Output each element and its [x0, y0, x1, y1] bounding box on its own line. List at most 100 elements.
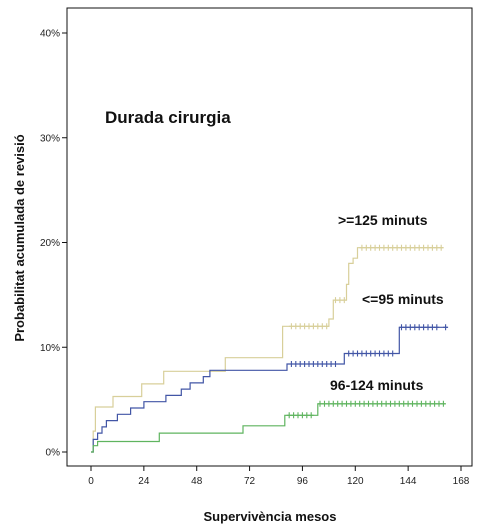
censor-mark: [299, 412, 305, 419]
censor-mark: [319, 323, 325, 330]
censor-mark: [302, 361, 308, 367]
annotation-96-124: 96-124 minuts: [330, 377, 424, 393]
y-tick-label: 20%: [40, 238, 60, 249]
censor-mark: [306, 323, 312, 330]
censor-mark: [443, 324, 449, 331]
censor-mark: [359, 244, 365, 251]
censor-mark: [297, 361, 303, 367]
censor-mark: [407, 324, 413, 331]
censor-mark: [324, 361, 330, 367]
x-tick-label: 168: [453, 476, 470, 487]
censor-mark: [366, 400, 371, 407]
x-tick-label: 0: [88, 476, 94, 487]
censor-mark: [310, 361, 316, 367]
censor-mark: [304, 412, 310, 419]
censor-mark: [399, 244, 404, 251]
censor-mark: [310, 323, 316, 330]
censor-mark: [315, 323, 321, 330]
annotation-le95: <=95 minuts: [362, 291, 444, 307]
censor-mark: [412, 324, 418, 331]
censor-mark: [291, 412, 297, 419]
y-tick-label: 10%: [40, 343, 60, 354]
censor-mark: [350, 350, 356, 357]
censor-mark: [355, 350, 360, 357]
censor-mark: [392, 400, 398, 407]
legend-title: Durada cirurgia: [105, 108, 231, 127]
censor-mark: [418, 400, 424, 407]
censor-mark: [385, 244, 391, 251]
censor-mark: [394, 244, 400, 251]
censor-mark: [410, 400, 415, 407]
y-tick-label: 0%: [46, 448, 61, 459]
censor-mark: [335, 400, 341, 407]
censor-mark: [370, 400, 376, 407]
censor-mark: [374, 400, 380, 407]
censor-mark: [390, 350, 396, 357]
censor-mark: [352, 400, 358, 407]
series-line: [91, 403, 446, 453]
censor-mark: [381, 350, 387, 357]
censor-mark: [293, 361, 299, 367]
censor-mark: [421, 324, 427, 331]
censor-mark: [405, 400, 411, 407]
censor-mark: [399, 324, 404, 331]
y-axis-title: Probabilitat acumulada de revisió: [12, 134, 27, 341]
censor-mark: [416, 244, 422, 251]
censor-mark: [348, 400, 354, 407]
censor-mark: [407, 244, 413, 251]
censor-mark: [432, 400, 438, 407]
censor-mark: [385, 350, 391, 357]
x-tick-label: 120: [347, 476, 364, 487]
censor-mark: [388, 400, 393, 407]
censor-mark: [379, 400, 385, 407]
x-tick-label: 24: [138, 476, 150, 487]
censor-mark: [315, 361, 321, 367]
censor-mark: [297, 323, 303, 330]
x-tick-label: 144: [400, 476, 417, 487]
censor-mark: [403, 324, 409, 331]
censor-mark: [317, 400, 323, 407]
x-axis-title: Supervivència mesos: [204, 509, 337, 524]
censor-mark: [403, 244, 409, 251]
censor-mark: [414, 400, 420, 407]
censor-mark: [344, 400, 349, 407]
censor-mark: [319, 361, 325, 367]
censor-mark: [427, 400, 433, 407]
censor-mark: [363, 244, 369, 251]
censor-mark: [368, 350, 374, 357]
censor-mark: [377, 244, 382, 251]
censor-mark: [383, 400, 389, 407]
censor-mark: [339, 400, 345, 407]
censor-mark: [330, 400, 336, 407]
series-0: [91, 244, 444, 453]
y-tick-label: 40%: [40, 29, 60, 40]
censor-mark: [363, 350, 369, 357]
censor-mark: [286, 412, 292, 419]
series-layer: [91, 244, 449, 453]
censor-mark: [434, 244, 440, 251]
censor-mark: [381, 244, 387, 251]
censor-mark: [372, 244, 378, 251]
series-line: [91, 247, 444, 453]
censor-mark: [401, 400, 407, 407]
censor-mark: [333, 297, 338, 304]
censor-mark: [368, 244, 374, 251]
plot-frame: [66, 7, 473, 467]
censor-mark: [423, 400, 429, 407]
censor-mark: [333, 361, 338, 367]
x-tick-label: 48: [191, 476, 203, 487]
y-tick-label: 30%: [40, 133, 60, 144]
censor-mark: [302, 323, 308, 330]
censor-mark: [324, 323, 330, 330]
censor-mark: [440, 400, 446, 407]
censor-mark: [341, 297, 347, 304]
censor-mark: [425, 324, 431, 331]
censor-mark: [346, 350, 352, 357]
censor-mark: [372, 350, 378, 357]
censor-mark: [293, 323, 299, 330]
censor-mark: [288, 361, 294, 367]
censor-mark: [421, 244, 427, 251]
censor-mark: [308, 412, 314, 419]
